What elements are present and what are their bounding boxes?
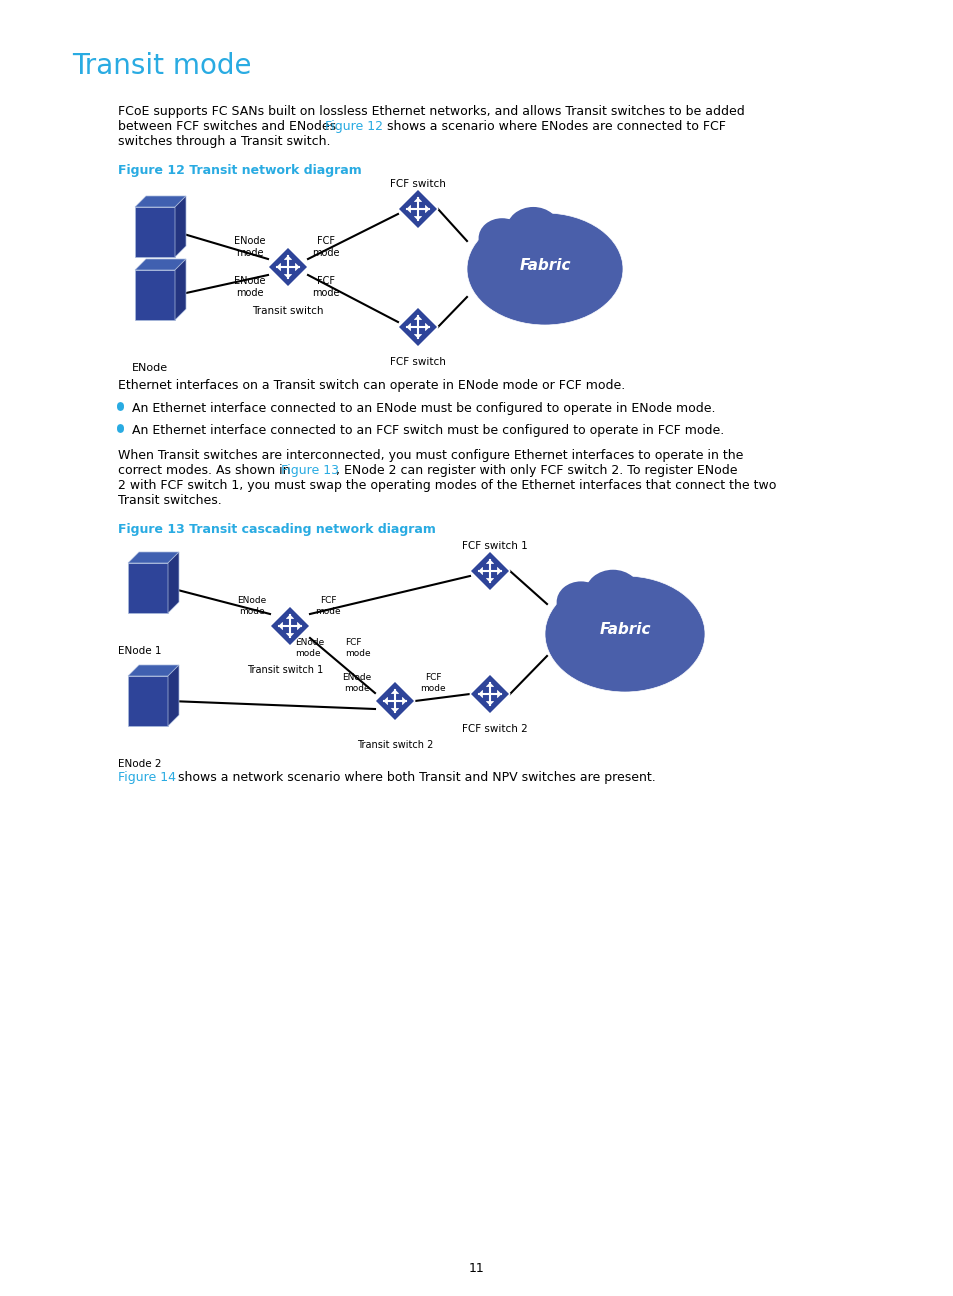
Text: Ethernet interfaces on a Transit switch can operate in ENode mode or FCF mode.: Ethernet interfaces on a Transit switch …	[118, 378, 624, 391]
Text: switches through a Transit switch.: switches through a Transit switch.	[118, 135, 330, 148]
Polygon shape	[295, 263, 298, 271]
Polygon shape	[414, 316, 421, 320]
Polygon shape	[268, 248, 308, 286]
Polygon shape	[276, 263, 280, 271]
Polygon shape	[135, 270, 174, 320]
Polygon shape	[391, 709, 398, 712]
Polygon shape	[278, 622, 282, 630]
Text: , ENode 2 can register with only FCF switch 2. To register ENode: , ENode 2 can register with only FCF swi…	[335, 464, 737, 477]
Polygon shape	[128, 552, 179, 562]
Polygon shape	[135, 207, 174, 257]
Ellipse shape	[544, 218, 591, 258]
Text: ENode 2: ENode 2	[118, 759, 162, 769]
Text: Figure 12: Figure 12	[325, 121, 382, 133]
Text: ENode: ENode	[132, 363, 168, 373]
Polygon shape	[128, 562, 168, 613]
Polygon shape	[284, 257, 292, 259]
Text: FCoE supports FC SANs built on lossless Ethernet networks, and allows Transit sw: FCoE supports FC SANs built on lossless …	[118, 105, 744, 118]
Text: ENode
mode: ENode mode	[342, 674, 372, 692]
Polygon shape	[414, 198, 421, 202]
Ellipse shape	[556, 582, 605, 623]
Text: Transit switch 2: Transit switch 2	[356, 740, 433, 750]
Polygon shape	[470, 674, 510, 714]
Polygon shape	[478, 568, 482, 574]
Text: Figure 14: Figure 14	[118, 771, 175, 784]
Text: FCF
mode: FCF mode	[345, 639, 370, 657]
Text: Fabric: Fabric	[598, 622, 650, 638]
Text: shows a scenario where ENodes are connected to FCF: shows a scenario where ENodes are connec…	[382, 121, 725, 133]
Polygon shape	[168, 665, 179, 726]
Text: correct modes. As shown in: correct modes. As shown in	[118, 464, 294, 477]
Text: ENode 1: ENode 1	[118, 645, 162, 656]
Polygon shape	[470, 551, 510, 591]
Text: ENode
mode: ENode mode	[234, 276, 266, 298]
Text: ENode
mode: ENode mode	[234, 236, 266, 258]
Text: Transit switches.: Transit switches.	[118, 494, 221, 507]
Ellipse shape	[467, 213, 622, 325]
Polygon shape	[375, 680, 415, 721]
Polygon shape	[174, 196, 186, 257]
Text: 2 with FCF switch 1, you must swap the operating modes of the Ethernet interface: 2 with FCF switch 1, you must swap the o…	[118, 480, 776, 492]
Ellipse shape	[478, 218, 525, 258]
Text: FCF
mode: FCF mode	[314, 596, 340, 616]
Text: Transit mode: Transit mode	[71, 52, 252, 80]
Polygon shape	[397, 189, 437, 229]
Polygon shape	[297, 622, 301, 630]
Text: FCF switch 1: FCF switch 1	[461, 540, 527, 551]
Polygon shape	[425, 205, 429, 213]
Ellipse shape	[576, 236, 615, 268]
Text: FCF switch: FCF switch	[390, 179, 445, 189]
Polygon shape	[286, 634, 294, 638]
Polygon shape	[391, 689, 398, 693]
Text: Figure 13: Figure 13	[281, 464, 338, 477]
Text: FCF
mode: FCF mode	[312, 236, 339, 258]
Polygon shape	[414, 216, 421, 220]
Polygon shape	[135, 196, 186, 207]
Polygon shape	[486, 560, 493, 564]
Polygon shape	[425, 324, 429, 330]
Text: Figure 12 Transit network diagram: Figure 12 Transit network diagram	[118, 165, 361, 178]
Ellipse shape	[656, 599, 697, 634]
Polygon shape	[497, 568, 500, 574]
Ellipse shape	[506, 207, 559, 253]
Polygon shape	[497, 691, 500, 697]
Ellipse shape	[584, 570, 640, 617]
Text: FCF switch: FCF switch	[390, 356, 445, 367]
Text: An Ethernet interface connected to an FCF switch must be configured to operate i: An Ethernet interface connected to an FC…	[132, 424, 723, 437]
Polygon shape	[407, 205, 410, 213]
Text: FCF
mode: FCF mode	[419, 674, 445, 692]
Text: ENode
mode: ENode mode	[294, 639, 324, 657]
Ellipse shape	[544, 575, 704, 692]
Ellipse shape	[624, 582, 673, 623]
Polygon shape	[135, 259, 186, 270]
Polygon shape	[270, 607, 310, 645]
Text: Figure 13 Transit cascading network diagram: Figure 13 Transit cascading network diag…	[118, 524, 436, 537]
Text: When Transit switches are interconnected, you must configure Ethernet interfaces: When Transit switches are interconnected…	[118, 448, 742, 461]
Polygon shape	[168, 552, 179, 613]
Polygon shape	[174, 259, 186, 320]
Polygon shape	[128, 677, 168, 726]
Polygon shape	[286, 616, 294, 618]
Text: Transit switch: Transit switch	[252, 306, 323, 316]
Text: ENode
mode: ENode mode	[237, 596, 266, 616]
Text: An Ethernet interface connected to an ENode must be configured to operate in ENo: An Ethernet interface connected to an EN…	[132, 402, 715, 415]
Text: shows a network scenario where both Transit and NPV switches are present.: shows a network scenario where both Tran…	[173, 771, 655, 784]
Polygon shape	[407, 324, 410, 330]
Polygon shape	[486, 701, 493, 705]
Polygon shape	[128, 665, 179, 677]
Text: 11: 11	[469, 1261, 484, 1274]
Text: Transit switch 1: Transit switch 1	[247, 665, 323, 675]
Polygon shape	[478, 691, 482, 697]
Text: FCF switch 2: FCF switch 2	[461, 724, 527, 734]
Text: Fabric: Fabric	[518, 258, 570, 272]
Polygon shape	[402, 697, 406, 705]
Text: between FCF switches and ENodes.: between FCF switches and ENodes.	[118, 121, 344, 133]
Polygon shape	[284, 275, 292, 279]
Polygon shape	[486, 683, 493, 687]
Text: FCF
mode: FCF mode	[312, 276, 339, 298]
Polygon shape	[414, 334, 421, 338]
Polygon shape	[486, 578, 493, 582]
Polygon shape	[397, 307, 437, 347]
Polygon shape	[384, 697, 387, 705]
